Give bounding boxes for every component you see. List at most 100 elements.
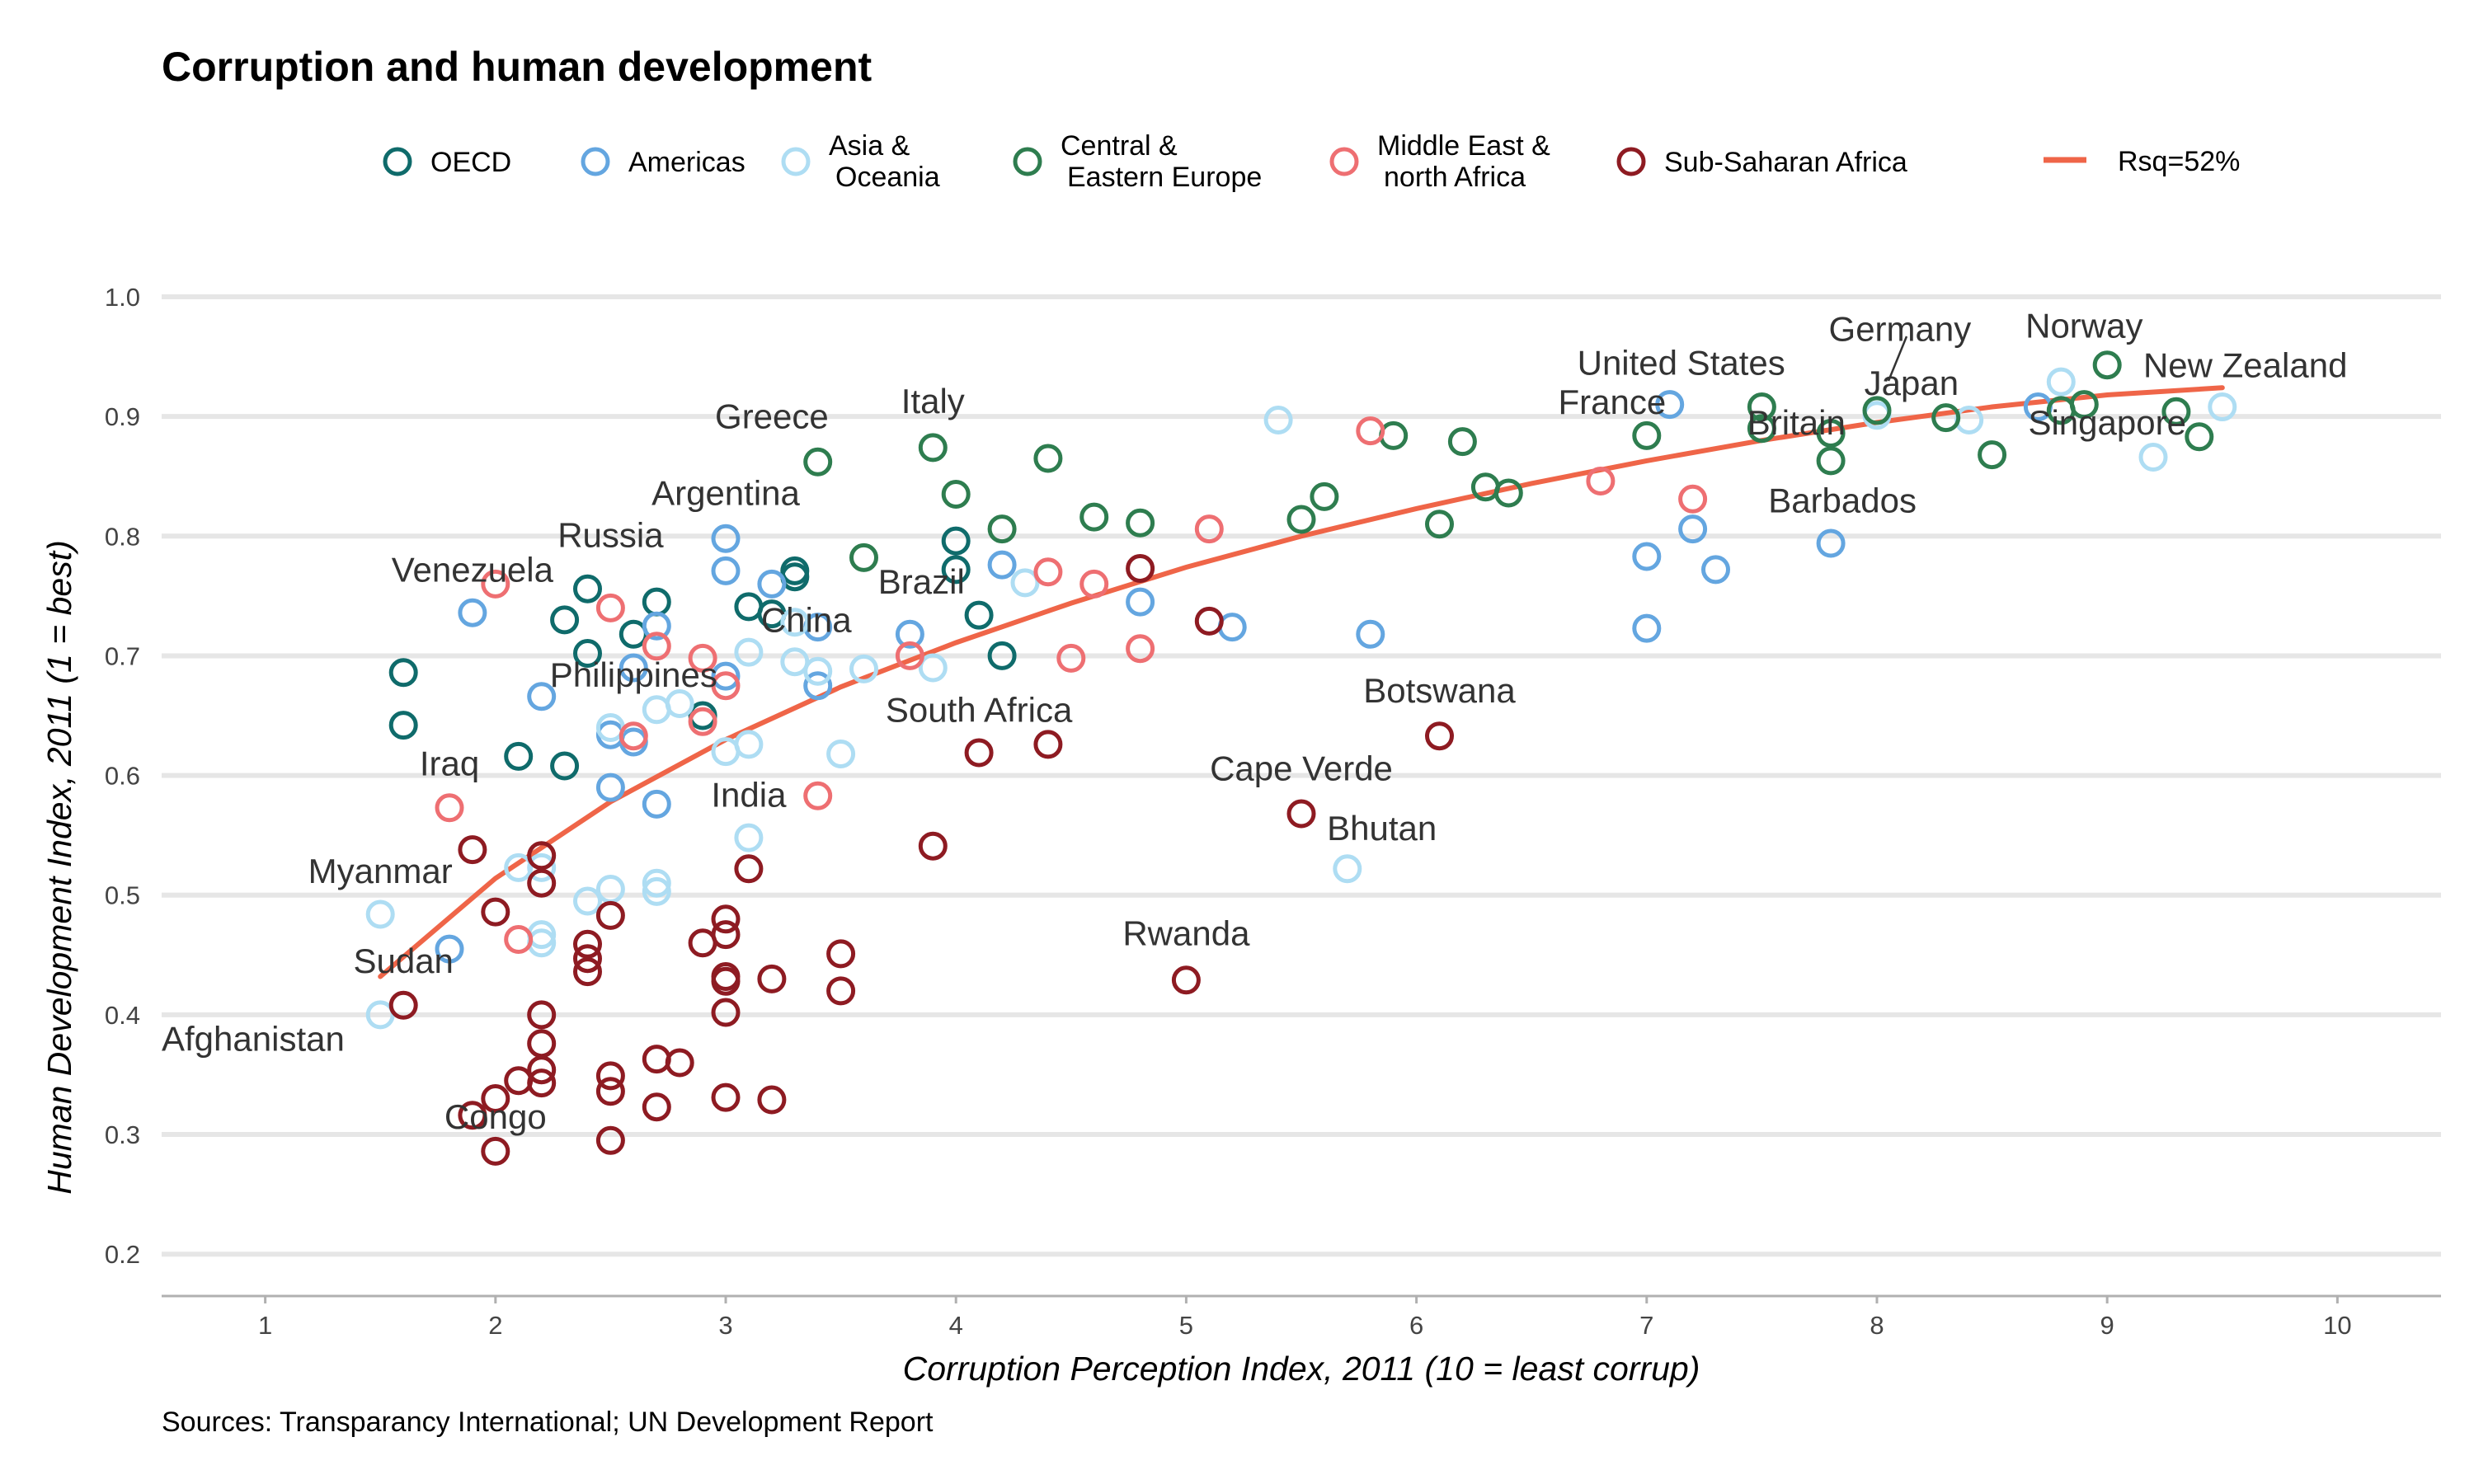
data-point: [481, 1136, 510, 1166]
data-point: [1493, 478, 1523, 508]
data-point: [1447, 427, 1477, 457]
data-point: [504, 741, 534, 771]
data-point: [803, 781, 833, 810]
data-point: [711, 904, 741, 934]
x-tick-label: 10: [2323, 1311, 2351, 1340]
legend-label: Oceania: [835, 162, 940, 193]
data-point: [1586, 467, 1616, 495]
data-point: [688, 707, 717, 736]
data-point: [527, 1068, 557, 1098]
data-point: [527, 1029, 557, 1059]
country-label: Iraq: [420, 744, 479, 783]
data-point: [849, 654, 878, 683]
data-point: [1816, 419, 1846, 448]
country-label: Brazil: [878, 562, 965, 601]
data-point: [757, 1085, 787, 1115]
data-point: [2161, 397, 2191, 426]
data-point: [458, 835, 487, 865]
data-point: [2046, 367, 2076, 397]
data-point: [458, 598, 487, 627]
data-point: [642, 611, 671, 641]
data-point: [665, 689, 694, 718]
data-point: [595, 900, 625, 930]
data-point: [941, 480, 971, 509]
data-point: [573, 639, 602, 668]
data-point: [895, 641, 924, 670]
data-point: [595, 1061, 625, 1091]
data-point: [803, 447, 833, 477]
source-note: Sources: Transparancy International; UN …: [162, 1407, 934, 1438]
data-point: [550, 751, 580, 781]
data-point: [734, 854, 764, 884]
x-tick-label: 3: [718, 1311, 732, 1340]
country-label: South Africa: [886, 690, 1073, 729]
data-point: [895, 619, 924, 649]
data-point: [527, 852, 557, 882]
data-point: [1286, 505, 1316, 534]
data-point: [2138, 443, 2168, 472]
data-point: [1079, 502, 1109, 532]
data-point: [618, 619, 648, 649]
legend-swatch: [1013, 147, 1042, 176]
data-point: [1033, 730, 1063, 759]
data-point: [504, 925, 534, 954]
data-point: [803, 656, 833, 686]
y-tick-label: 0.2: [105, 1240, 140, 1269]
country-label: Japan: [1865, 364, 1959, 402]
legend-label: Americas: [628, 147, 745, 178]
country-label: Bhutan: [1327, 809, 1437, 848]
data-point: [1286, 799, 1316, 829]
country-label: Argentina: [651, 474, 800, 513]
fit-curve: [378, 385, 2225, 979]
data-point: [595, 1125, 625, 1155]
data-point: [711, 966, 741, 996]
data-point: [1217, 613, 1247, 642]
x-axis-ticks: 1 2 3 4 5 6 7 8 9 10: [258, 1296, 2352, 1340]
country-label: Venezuela: [392, 551, 554, 589]
data-point: [1126, 554, 1155, 583]
legend: OECD Americas Asia &Oceania Central &Easter…: [383, 130, 2240, 193]
data-point: [1678, 514, 1708, 544]
data-point: [1333, 854, 1362, 884]
data-point: [964, 600, 994, 630]
data-point: [573, 886, 602, 916]
data-point: [1425, 721, 1454, 751]
y-tick-label: 0.9: [105, 402, 140, 431]
x-tick-label: 6: [1409, 1311, 1423, 1340]
data-point: [573, 957, 602, 987]
country-label: Britain: [1747, 403, 1846, 442]
data-point: [595, 773, 625, 802]
data-point: [527, 841, 557, 871]
x-tick-label: 1: [258, 1311, 272, 1340]
data-point: [1678, 484, 1708, 514]
data-points: [365, 350, 2237, 1166]
legend-label: Sub-Saharan Africa: [1664, 147, 1907, 178]
data-point: [826, 740, 856, 768]
data-point: [1747, 414, 1776, 444]
data-point: [1356, 619, 1385, 649]
data-point: [527, 682, 557, 711]
data-point: [711, 661, 741, 691]
data-point: [573, 574, 602, 603]
data-point: [1747, 392, 1776, 421]
legend-swatch: [781, 147, 811, 176]
data-point: [388, 990, 418, 1020]
data-point: [1356, 416, 1385, 446]
data-point: [711, 556, 741, 585]
data-point: [642, 789, 671, 819]
y-tick-label: 1.0: [105, 283, 140, 312]
data-point: [734, 592, 764, 622]
y-tick-label: 0.6: [105, 762, 140, 791]
data-point: [941, 526, 971, 556]
data-point: [1194, 606, 1224, 636]
data-point: [2185, 422, 2214, 452]
data-point: [1056, 643, 1086, 673]
x-tick-label: 2: [488, 1311, 502, 1340]
data-point: [573, 929, 602, 959]
x-tick-label: 5: [1179, 1311, 1193, 1340]
data-point: [642, 1092, 671, 1122]
data-point: [595, 875, 625, 904]
data-point: [1862, 396, 1892, 425]
data-point: [435, 793, 464, 823]
data-point: [803, 671, 833, 701]
